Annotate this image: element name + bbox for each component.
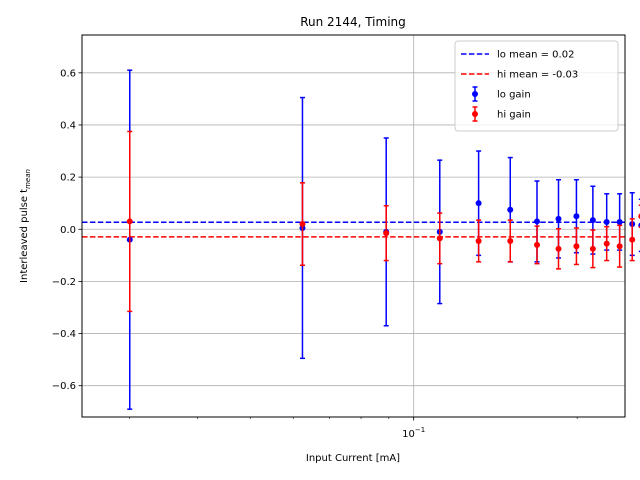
y-axis-label-subscript: mean xyxy=(24,169,32,189)
legend: lo mean = 0.02 hi mean = -0.03 lo gain hi g… xyxy=(454,40,619,132)
chart-title: Run 2144, Timing xyxy=(300,15,406,29)
data-point xyxy=(126,218,133,225)
data-point xyxy=(299,221,306,228)
data-point xyxy=(589,217,596,224)
y-tick-label: 0.0 xyxy=(60,225,76,236)
data-point xyxy=(507,206,514,213)
legend-item: hi mean = -0.03 xyxy=(461,70,578,81)
data-point xyxy=(603,218,610,225)
legend-label: lo mean = 0.02 xyxy=(497,50,574,61)
data-point xyxy=(603,240,610,247)
data-point xyxy=(616,243,623,250)
data-point xyxy=(573,213,580,220)
legend-label: hi gain xyxy=(497,110,531,121)
y-axis-label: Interleaved pulse tmean xyxy=(19,169,32,283)
y-tick-label: −0.2 xyxy=(52,277,76,288)
data-point xyxy=(573,243,580,250)
data-point xyxy=(589,245,596,252)
series-hi-gain xyxy=(126,130,640,313)
y-tick-label: 0.6 xyxy=(60,68,76,79)
legend-box xyxy=(454,40,619,132)
data-point xyxy=(534,218,541,225)
y-tick-label: −0.6 xyxy=(52,381,76,392)
legend-marker xyxy=(472,91,478,97)
data-point xyxy=(555,245,562,252)
legend-item: hi gain xyxy=(472,106,531,122)
legend-item: lo mean = 0.02 xyxy=(461,50,574,61)
plot-frame xyxy=(81,34,626,418)
y-tick-label: −0.4 xyxy=(52,329,76,340)
y-axis-ticks: −0.6 −0.4 −0.2 0.0 0.2 0.4 0.6 xyxy=(52,68,82,392)
legend-marker xyxy=(472,111,478,117)
data-point xyxy=(383,230,390,237)
x-tick-label: 10−1 xyxy=(402,426,425,440)
data-point xyxy=(507,237,514,244)
data-point xyxy=(629,236,636,243)
y-axis-label-main: Interleaved pulse t xyxy=(19,189,30,283)
x-axis-label: Input Current [mA] xyxy=(306,453,400,464)
data-point xyxy=(475,237,482,244)
data-point xyxy=(616,218,623,225)
data-point xyxy=(475,200,482,207)
data-point xyxy=(436,235,443,242)
legend-label: lo gain xyxy=(497,90,531,101)
legend-label: hi mean = -0.03 xyxy=(497,70,578,81)
legend-item: lo gain xyxy=(472,86,531,102)
series-layer xyxy=(126,69,640,410)
data-point xyxy=(555,215,562,222)
y-tick-label: 0.2 xyxy=(60,173,76,184)
y-tick-label: 0.4 xyxy=(60,120,76,131)
data-point xyxy=(534,241,541,248)
